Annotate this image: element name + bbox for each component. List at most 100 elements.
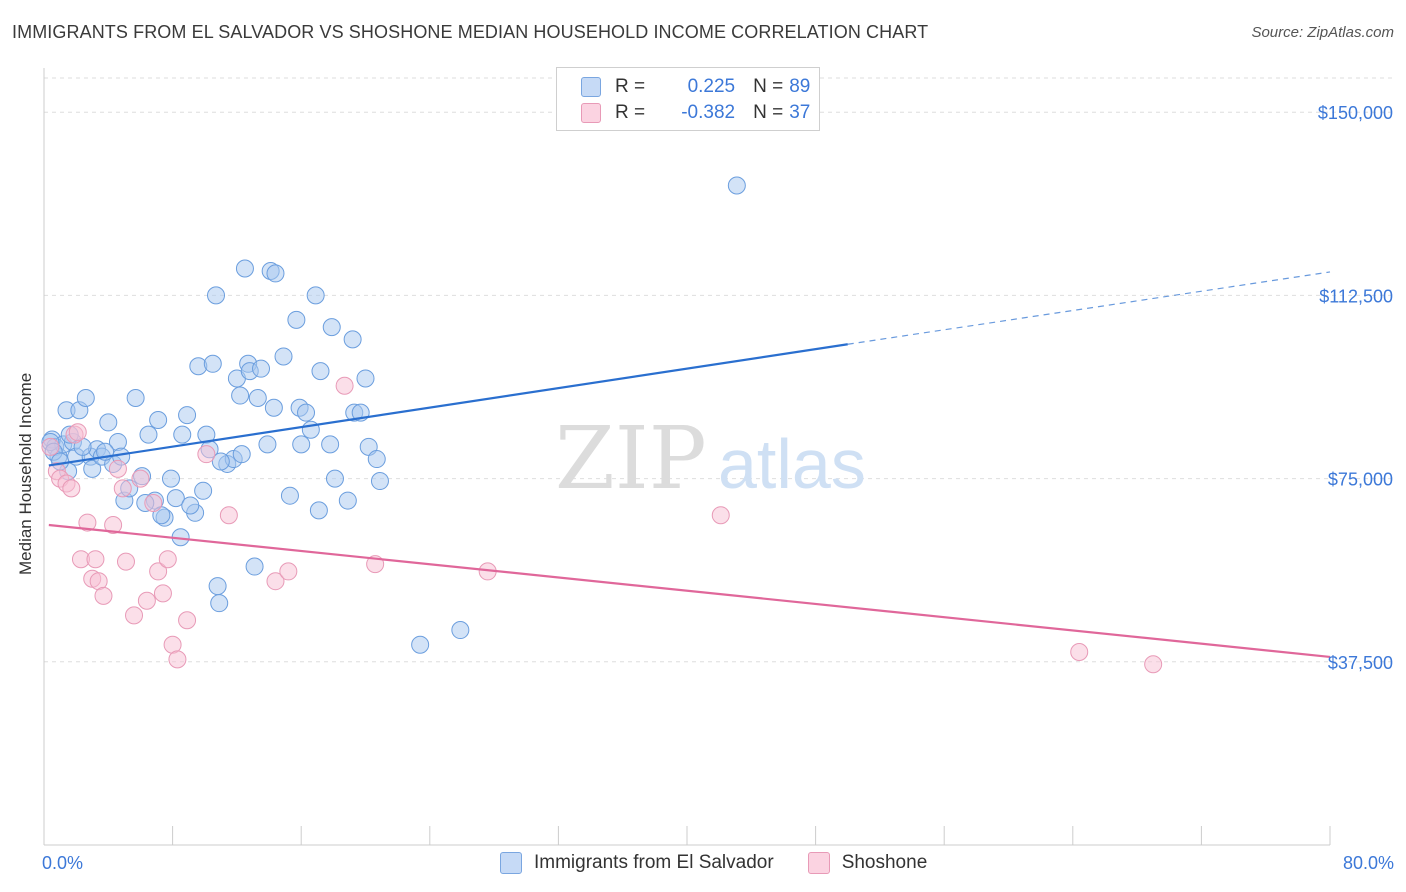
legend-n-label: N = — [753, 102, 784, 123]
point-el-salvador — [321, 435, 340, 454]
series-swatch-pink — [807, 852, 830, 874]
series-legend-item-el-salvador: Immigrants from El Salvador — [500, 852, 774, 874]
point-shoshone — [125, 606, 144, 625]
point-shoshone — [116, 552, 135, 571]
point-el-salvador — [235, 259, 254, 278]
point-el-salvador — [99, 413, 118, 432]
watermark-zip: ZIP — [555, 409, 707, 509]
point-shoshone — [266, 572, 285, 591]
point-el-salvador — [203, 354, 222, 373]
legend-row-shoshone: R = -0.382 N = 37 — [581, 100, 810, 126]
point-el-salvador — [161, 469, 180, 488]
point-shoshone — [153, 584, 172, 603]
point-shoshone — [335, 376, 354, 395]
point-el-salvador — [325, 469, 344, 488]
point-el-salvador — [306, 286, 325, 305]
watermark: ZIP atlas — [555, 409, 866, 509]
legend-n-value: 37 — [789, 102, 811, 123]
point-el-salvador — [245, 557, 264, 576]
point-el-salvador — [266, 264, 285, 283]
point-el-salvador — [232, 445, 251, 464]
point-shoshone — [41, 437, 60, 456]
point-el-salvador — [210, 594, 229, 613]
point-el-salvador — [287, 310, 306, 329]
point-el-salvador — [280, 486, 299, 505]
point-el-salvador — [207, 286, 226, 305]
point-shoshone — [131, 469, 150, 488]
point-el-salvador — [252, 359, 271, 378]
point-el-salvador — [311, 362, 330, 381]
point-el-salvador — [451, 621, 470, 640]
point-shoshone — [178, 611, 197, 630]
point-el-salvador — [297, 403, 316, 422]
point-el-salvador — [194, 481, 213, 500]
point-shoshone — [711, 506, 730, 525]
point-shoshone — [158, 550, 177, 569]
x-tick-max: 80.0% — [1342, 853, 1394, 873]
point-el-salvador — [292, 435, 311, 454]
point-el-salvador — [274, 347, 293, 366]
point-el-salvador — [356, 369, 375, 388]
point-el-salvador — [181, 496, 200, 515]
y-tick-label: $37,500 — [1328, 653, 1393, 673]
series-legend-item-shoshone: Shoshone — [807, 852, 927, 874]
axes — [43, 68, 1331, 846]
point-shoshone — [279, 562, 298, 581]
point-shoshone — [1070, 643, 1089, 662]
legend-row-el-salvador: R = 0.225 N = 89 — [581, 74, 810, 100]
point-el-salvador — [370, 472, 389, 491]
point-shoshone — [197, 445, 216, 464]
point-el-salvador — [231, 386, 250, 405]
legend-r-value: -0.382 — [681, 102, 736, 123]
point-shoshone — [78, 513, 97, 532]
point-el-salvador — [367, 450, 386, 469]
legend-swatch-blue — [581, 77, 601, 97]
point-el-salvador — [211, 452, 230, 471]
trend-line-shoshone — [48, 523, 1331, 659]
point-shoshone — [68, 423, 87, 442]
point-el-salvador — [178, 406, 197, 425]
series-legend: Immigrants from El Salvador Shoshone — [500, 852, 961, 874]
point-el-salvador — [126, 388, 145, 407]
point-el-salvador — [343, 330, 362, 349]
point-el-salvador — [264, 398, 283, 417]
point-el-salvador — [76, 388, 95, 407]
legend-n-value: 89 — [789, 76, 811, 97]
series-label-el-salvador: Immigrants from El Salvador — [534, 852, 774, 873]
x-tick-min: 0.0% — [42, 853, 84, 873]
point-shoshone — [144, 494, 163, 513]
point-el-salvador — [83, 459, 102, 478]
point-shoshone — [219, 506, 238, 525]
trend-line-el-salvador-projection — [847, 271, 1331, 345]
trend-line-el-salvador — [48, 343, 848, 467]
source-credit: Source: ZipAtlas.com — [1251, 24, 1394, 41]
y-tick-label: $150,000 — [1318, 103, 1393, 123]
point-shoshone — [62, 479, 81, 498]
point-el-salvador — [208, 577, 227, 596]
y-tick-labels: $37,500 $75,000 $112,500 $150,000 — [1318, 103, 1393, 673]
point-shoshone — [113, 479, 132, 498]
point-shoshone — [108, 459, 127, 478]
series-swatch-blue — [500, 852, 522, 874]
data-points — [41, 176, 1163, 674]
legend-r-value: 0.225 — [687, 76, 736, 97]
point-el-salvador — [166, 489, 185, 508]
correlation-legend: R = 0.225 N = 89 R = -0.382 N = 37 — [556, 67, 820, 131]
point-el-salvador — [338, 491, 357, 510]
legend-swatch-pink — [581, 103, 601, 123]
trend-lines — [48, 271, 1331, 659]
point-shoshone — [104, 516, 123, 535]
point-el-salvador — [411, 635, 430, 654]
legend-n-label: N = — [753, 76, 784, 97]
point-el-salvador — [322, 318, 341, 337]
point-el-salvador — [727, 176, 746, 195]
point-shoshone — [1144, 655, 1163, 674]
point-shoshone — [94, 586, 113, 605]
y-axis-label: Median Household Income — [16, 372, 35, 575]
point-el-salvador — [173, 425, 192, 444]
point-el-salvador — [258, 435, 277, 454]
y-tick-label: $112,500 — [1319, 286, 1393, 306]
point-el-salvador — [139, 425, 158, 444]
point-shoshone — [149, 562, 168, 581]
legend-r-label: R = — [615, 102, 646, 123]
